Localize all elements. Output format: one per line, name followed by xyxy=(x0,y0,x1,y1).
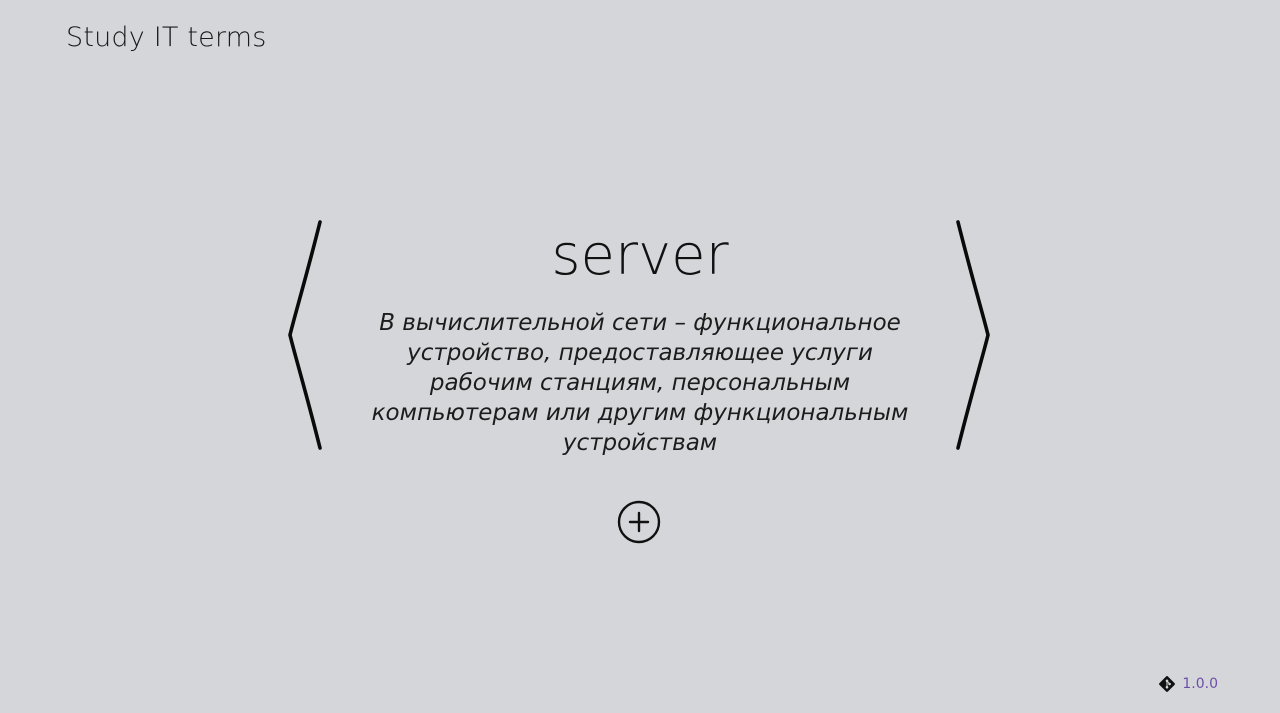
version-link[interactable]: 1.0.0 xyxy=(1158,675,1218,693)
add-term-button[interactable] xyxy=(617,500,661,544)
prev-term-button[interactable] xyxy=(284,218,324,452)
app-title: Study IT terms xyxy=(66,22,267,53)
term-definition: В вычислительной сети – функциональное у… xyxy=(371,310,909,456)
chevron-left-icon xyxy=(288,220,322,450)
chevron-right-icon xyxy=(956,220,990,450)
term-title: server xyxy=(551,223,729,288)
plus-circle-icon xyxy=(617,500,661,544)
version-label: 1.0.0 xyxy=(1182,676,1218,692)
term-card: server В вычислительной сети – функциона… xyxy=(340,218,940,458)
git-icon xyxy=(1159,676,1176,692)
next-term-button[interactable] xyxy=(954,218,994,452)
